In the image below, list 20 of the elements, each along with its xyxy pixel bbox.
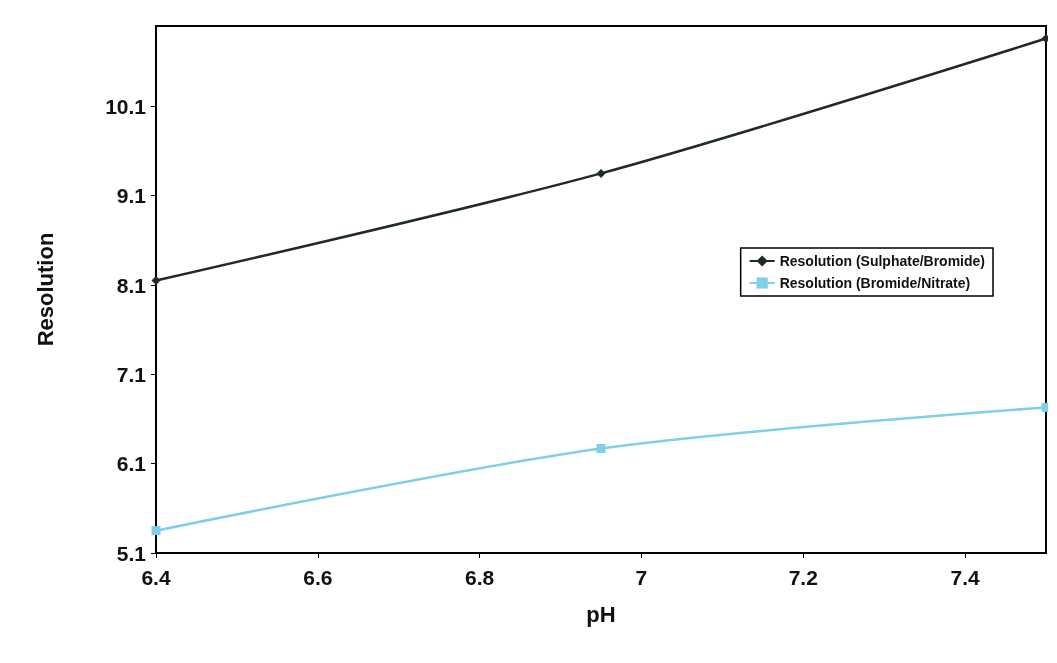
x-tick-label: 6.4 <box>141 566 171 589</box>
y-axis-title: Resolution <box>32 232 58 347</box>
y-tick-label: 10.1 <box>105 94 147 118</box>
x-tick-label: 7.4 <box>950 566 980 589</box>
x-tick-label: 7.2 <box>788 566 818 589</box>
x-tick-label: 7 <box>635 566 648 589</box>
y-tick-label: 6.1 <box>116 452 147 476</box>
point <box>151 276 161 286</box>
point <box>596 443 606 453</box>
x-tick-label: 6.8 <box>465 566 495 589</box>
legend-label: Resolution (Sulphate/Bromide) <box>779 253 986 269</box>
y-tick-label: 9.1 <box>116 184 147 208</box>
x-axis-title: pH <box>586 601 616 627</box>
legend-label: Resolution (Bromide/Nitrate) <box>779 275 971 291</box>
y-tick-label: 5.1 <box>116 541 147 565</box>
point <box>596 168 606 178</box>
y-tick-label: 8.1 <box>116 273 147 297</box>
point <box>151 526 161 536</box>
x-tick-label: 6.6 <box>303 566 333 589</box>
y-tick-label: 7.1 <box>116 362 147 386</box>
